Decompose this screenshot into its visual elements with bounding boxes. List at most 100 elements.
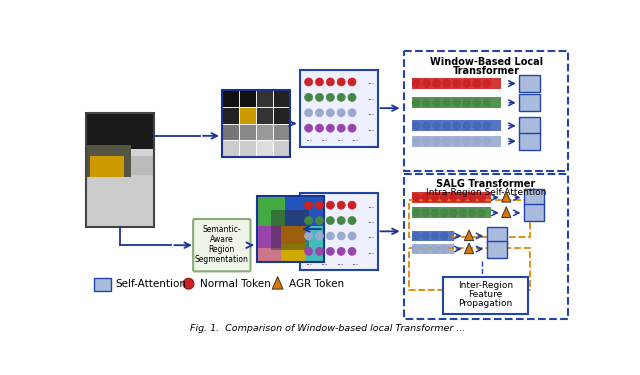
- Text: ...: ...: [321, 135, 328, 144]
- Circle shape: [305, 216, 313, 225]
- Circle shape: [337, 124, 345, 132]
- Circle shape: [452, 137, 461, 145]
- Circle shape: [433, 99, 440, 106]
- Circle shape: [473, 80, 481, 87]
- Bar: [300, 70, 378, 147]
- Bar: [524, 204, 544, 221]
- Circle shape: [443, 122, 451, 130]
- Text: Semantic-: Semantic-: [202, 225, 241, 234]
- Bar: [487, 228, 507, 244]
- Circle shape: [477, 194, 485, 201]
- Circle shape: [316, 248, 323, 255]
- Text: ...: ...: [336, 135, 343, 144]
- Bar: [86, 113, 154, 149]
- Circle shape: [422, 137, 430, 145]
- Bar: [90, 156, 124, 177]
- Bar: [86, 145, 131, 177]
- Polygon shape: [502, 192, 511, 202]
- Circle shape: [326, 78, 334, 86]
- Circle shape: [431, 194, 439, 201]
- Circle shape: [337, 78, 345, 86]
- Circle shape: [440, 232, 448, 240]
- Circle shape: [316, 201, 323, 209]
- Bar: [273, 106, 290, 123]
- Bar: [281, 244, 306, 262]
- Circle shape: [473, 137, 481, 145]
- Text: ...: ...: [305, 258, 312, 267]
- Bar: [257, 196, 285, 226]
- Bar: [412, 98, 501, 108]
- Circle shape: [316, 232, 323, 240]
- Circle shape: [422, 99, 430, 106]
- Circle shape: [337, 109, 345, 117]
- Text: ...: ...: [367, 93, 374, 102]
- Circle shape: [337, 93, 345, 101]
- Bar: [273, 90, 290, 106]
- Bar: [273, 123, 290, 141]
- Circle shape: [483, 122, 491, 130]
- Circle shape: [305, 93, 313, 101]
- Circle shape: [483, 80, 491, 87]
- Bar: [524, 189, 544, 206]
- Circle shape: [412, 80, 420, 87]
- Circle shape: [326, 93, 334, 101]
- Circle shape: [422, 245, 429, 253]
- Bar: [412, 78, 501, 89]
- Circle shape: [305, 109, 313, 117]
- Bar: [273, 141, 290, 158]
- Circle shape: [305, 232, 313, 240]
- Bar: [256, 106, 273, 123]
- Circle shape: [412, 122, 420, 130]
- Circle shape: [305, 78, 313, 86]
- Circle shape: [422, 209, 429, 217]
- Circle shape: [431, 209, 439, 217]
- Text: Fig. 1.  Comparison of Window-based local Transformer ...: Fig. 1. Comparison of Window-based local…: [190, 324, 466, 333]
- Bar: [256, 123, 273, 141]
- Circle shape: [348, 232, 356, 240]
- Bar: [222, 90, 239, 106]
- Circle shape: [326, 248, 334, 255]
- Bar: [412, 136, 501, 147]
- Circle shape: [412, 99, 420, 106]
- Bar: [487, 241, 507, 258]
- Circle shape: [459, 194, 467, 201]
- Bar: [520, 117, 540, 134]
- Circle shape: [450, 194, 458, 201]
- Bar: [256, 141, 273, 158]
- Text: ...: ...: [367, 231, 374, 240]
- Bar: [257, 248, 281, 262]
- Circle shape: [443, 137, 451, 145]
- Circle shape: [326, 232, 334, 240]
- Circle shape: [316, 109, 323, 117]
- Circle shape: [422, 232, 429, 240]
- Bar: [86, 113, 154, 156]
- Circle shape: [452, 80, 461, 87]
- Bar: [257, 196, 324, 262]
- Bar: [404, 51, 568, 171]
- Circle shape: [412, 137, 420, 145]
- Text: AGR Token: AGR Token: [289, 279, 344, 289]
- Text: ...: ...: [351, 135, 358, 144]
- Polygon shape: [502, 207, 511, 218]
- Bar: [239, 123, 256, 141]
- Circle shape: [443, 99, 451, 106]
- Circle shape: [305, 248, 313, 255]
- Polygon shape: [272, 277, 283, 289]
- Text: ...: ...: [321, 258, 328, 267]
- Text: ...: ...: [367, 201, 374, 210]
- Bar: [412, 207, 491, 218]
- Text: ...: ...: [367, 124, 374, 133]
- Circle shape: [463, 80, 470, 87]
- Circle shape: [431, 232, 439, 240]
- Bar: [94, 278, 111, 291]
- Bar: [222, 141, 239, 158]
- Circle shape: [348, 93, 356, 101]
- Text: Aware: Aware: [210, 235, 234, 244]
- Circle shape: [348, 201, 356, 209]
- Bar: [257, 196, 324, 262]
- Circle shape: [412, 232, 420, 240]
- Circle shape: [463, 137, 470, 145]
- Circle shape: [459, 209, 467, 217]
- Bar: [300, 193, 378, 270]
- Circle shape: [450, 209, 458, 217]
